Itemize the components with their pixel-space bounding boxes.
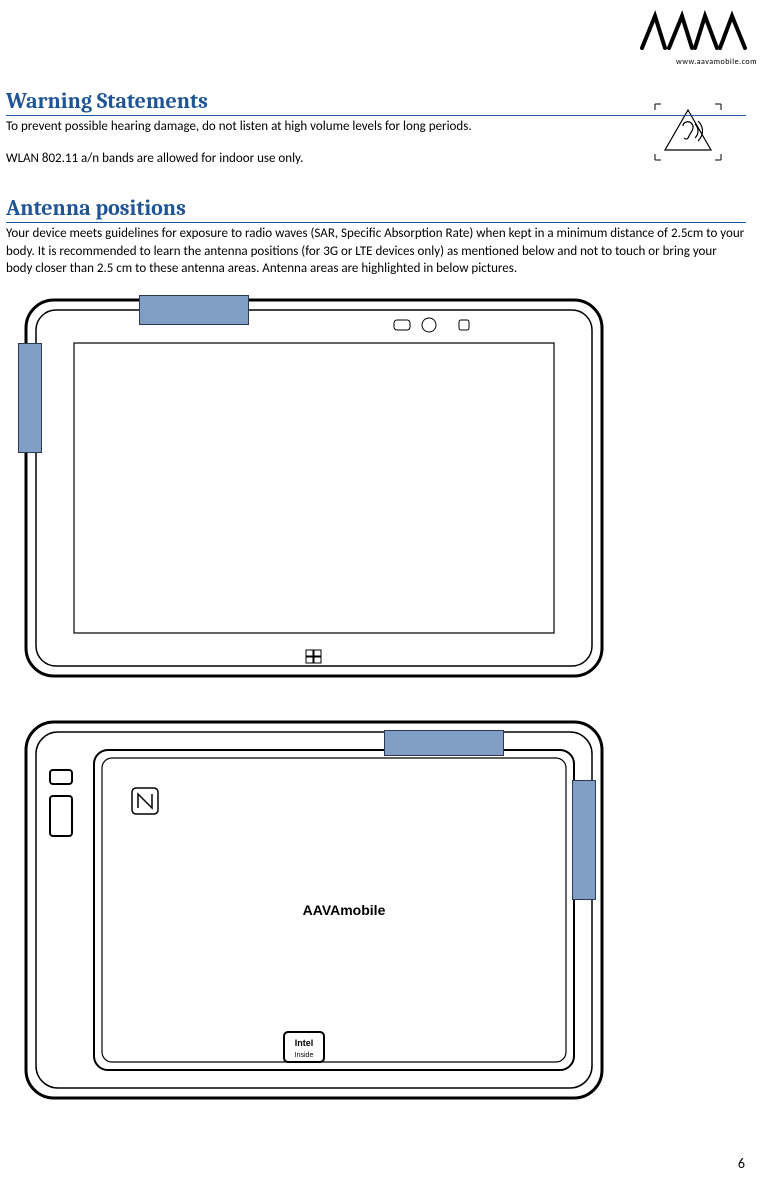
back-brand-text: AAVAmobile (303, 902, 386, 918)
brand-logo: www.aavamobile.com (637, 6, 757, 67)
front-device (14, 288, 614, 688)
aava-logo-icon (637, 6, 757, 56)
logo-url-text: www.aavamobile.com (637, 57, 757, 67)
antenna-positions-text: Your device meets guidelines for exposur… (6, 225, 746, 278)
back-device-svg: AAVAmobile Intel Inside (14, 710, 614, 1110)
antenna-positions-heading: Antenna positions (6, 195, 746, 223)
page-number: 6 (738, 1155, 745, 1172)
antenna-zone (139, 295, 249, 325)
svg-text:Intel: Intel (295, 1038, 314, 1048)
antenna-zone (18, 343, 42, 453)
document-page: www.aavamobile.com Warning Statements To… (0, 0, 761, 1184)
warning-statements-heading: Warning Statements (6, 88, 746, 116)
antenna-zone (384, 730, 504, 756)
antenna-zone (572, 780, 596, 900)
warning-text-1: To prevent possible hearing damage, do n… (6, 118, 746, 136)
back-device: AAVAmobile Intel Inside (14, 710, 614, 1110)
svg-text:Inside: Inside (295, 1052, 314, 1059)
front-device-figure: AAVAmobile Intel Inside (14, 288, 746, 1110)
main-content: Warning Statements To prevent possible h… (6, 88, 746, 1110)
warning-text-2: WLAN 802.11 a/n bands are allowed for in… (6, 150, 746, 168)
front-device-svg (14, 288, 614, 688)
